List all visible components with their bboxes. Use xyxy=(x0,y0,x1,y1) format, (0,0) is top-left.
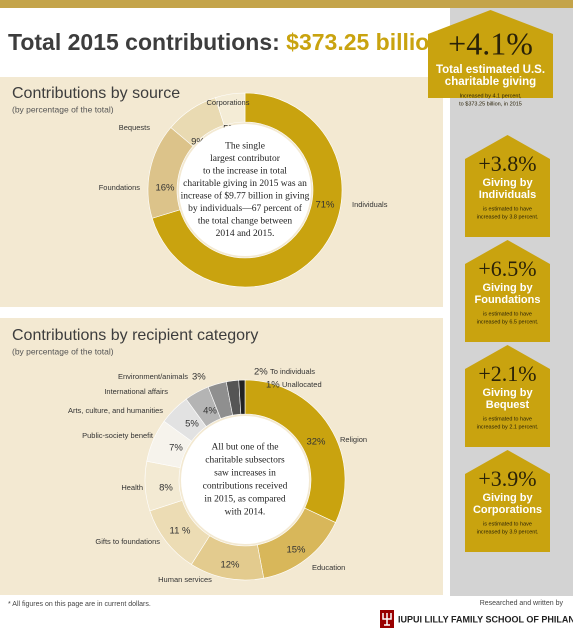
badge-note: increased by 2.1 percent. xyxy=(477,424,539,430)
value-label: 12% xyxy=(220,560,240,571)
category-label: Bequests xyxy=(119,123,151,132)
center-note: charitable subsectors xyxy=(205,456,285,466)
chart-subtitle: (by percentage of the total) xyxy=(12,104,114,114)
category-label: Unallocated xyxy=(282,380,322,389)
top-strip xyxy=(0,0,573,8)
center-circle xyxy=(181,416,309,544)
donut-slice xyxy=(244,379,346,523)
category-label: Religion xyxy=(340,435,367,444)
badge-label: Foundations xyxy=(475,294,541,306)
category-label: Environment/animals xyxy=(118,372,188,381)
center-circle xyxy=(179,124,311,256)
credit: Researched and written by xyxy=(480,600,564,607)
category-label: Corporations xyxy=(207,98,250,107)
category-label: Public-society benefit xyxy=(82,431,154,440)
badge-note: is estimated to have xyxy=(483,521,532,527)
badge-label: Corporations xyxy=(473,504,542,516)
category-label: International affairs xyxy=(104,387,168,396)
title-lead: Total 2015 contributions: xyxy=(8,29,286,55)
center-note: saw increases in xyxy=(214,469,276,479)
category-label: Foundations xyxy=(99,183,141,192)
value-label: 11 % xyxy=(170,526,192,537)
badge-label: Giving by xyxy=(482,387,533,399)
badge-value: +3.9% xyxy=(478,466,536,491)
category-label: Arts, culture, and humanities xyxy=(68,406,163,415)
badge-label: charitable giving xyxy=(445,76,536,88)
title-amount: $373.25 billion xyxy=(286,29,443,55)
value-label: 4% xyxy=(203,406,217,417)
center-note: All but one of the xyxy=(211,442,278,453)
chart-title: Contributions by recipient category xyxy=(12,327,258,344)
badge xyxy=(465,135,550,237)
badge-label: Giving by xyxy=(482,492,533,504)
footnote: * All figures on this page are in curren… xyxy=(8,601,151,608)
chart-subtitle: (by percentage of the total) xyxy=(12,346,114,356)
page-title: Total 2015 contributions: $373.25 billio… xyxy=(8,29,443,55)
value-label: 71% xyxy=(315,200,335,211)
badge-note: is estimated to have xyxy=(483,311,532,317)
center-note: the total change between xyxy=(198,216,292,226)
logo-text: IUPUI LILLY FAMILY SCHOOL OF PHILANTHROP… xyxy=(398,614,573,624)
badge xyxy=(465,345,550,447)
center-note: with 2014. xyxy=(225,508,266,518)
value-label: 5% xyxy=(185,419,199,430)
badge-label: Giving by xyxy=(482,282,533,294)
center-note: by individuals—67 percent of xyxy=(188,203,303,214)
value-label: 16% xyxy=(155,183,175,194)
badge-label: Total estimated U.S. xyxy=(436,64,545,76)
badge-note: increased by 3.8 percent. xyxy=(477,214,539,220)
category-label: Human services xyxy=(158,575,212,584)
badge-note: Increased by 4.1 percent, xyxy=(459,93,522,99)
center-note: to the increase in total xyxy=(203,166,287,176)
category-label: Health xyxy=(121,483,143,492)
badge-value: +3.8% xyxy=(478,151,536,176)
center-note: in 2015, as compared xyxy=(204,495,286,505)
badge-label: Individuals xyxy=(479,189,536,201)
category-label: To individuals xyxy=(270,367,315,376)
badge-note: is estimated to have xyxy=(483,416,532,422)
value-label: 8% xyxy=(159,483,173,494)
value-label: 7% xyxy=(169,443,183,454)
center-note: 2014 and 2015. xyxy=(216,229,275,239)
badge-label: Giving by xyxy=(482,177,533,189)
value-label: 15% xyxy=(286,545,306,556)
value-label: 3% xyxy=(192,372,206,383)
donut-slice xyxy=(151,92,343,288)
badge xyxy=(465,240,550,342)
center-note: increase of $9.77 billion in giving xyxy=(181,190,310,201)
center-note: The single xyxy=(225,141,265,151)
badge-value: +4.1% xyxy=(448,25,533,61)
category-label: Gifts to foundations xyxy=(95,537,160,546)
badge-value: +6.5% xyxy=(478,256,536,281)
category-label: Education xyxy=(312,563,345,572)
badge-note: increased by 6.5 percent. xyxy=(477,319,539,325)
center-note: largest contributor xyxy=(210,154,281,164)
badge-value: +2.1% xyxy=(478,361,536,386)
center-note: contributions received xyxy=(203,482,288,492)
value-label: 32% xyxy=(306,437,326,448)
donut-slice xyxy=(214,92,246,126)
chart-title: Contributions by source xyxy=(12,85,180,102)
category-label: Individuals xyxy=(352,200,388,209)
donut-slice xyxy=(238,379,246,415)
value-label: 2% xyxy=(254,367,268,378)
badge xyxy=(465,450,550,552)
badge-note: to $373.25 billion, in 2015 xyxy=(459,101,522,107)
badge-note: is estimated to have xyxy=(483,206,532,212)
badge-note: increased by 3.9 percent. xyxy=(477,529,539,535)
center-note: charitable giving in 2015 was an xyxy=(183,179,307,189)
value-label: 1% xyxy=(266,380,280,391)
badge-label: Bequest xyxy=(486,399,530,411)
value-label: 9% xyxy=(191,137,205,148)
logo-icon xyxy=(380,610,394,628)
badge xyxy=(428,10,553,98)
